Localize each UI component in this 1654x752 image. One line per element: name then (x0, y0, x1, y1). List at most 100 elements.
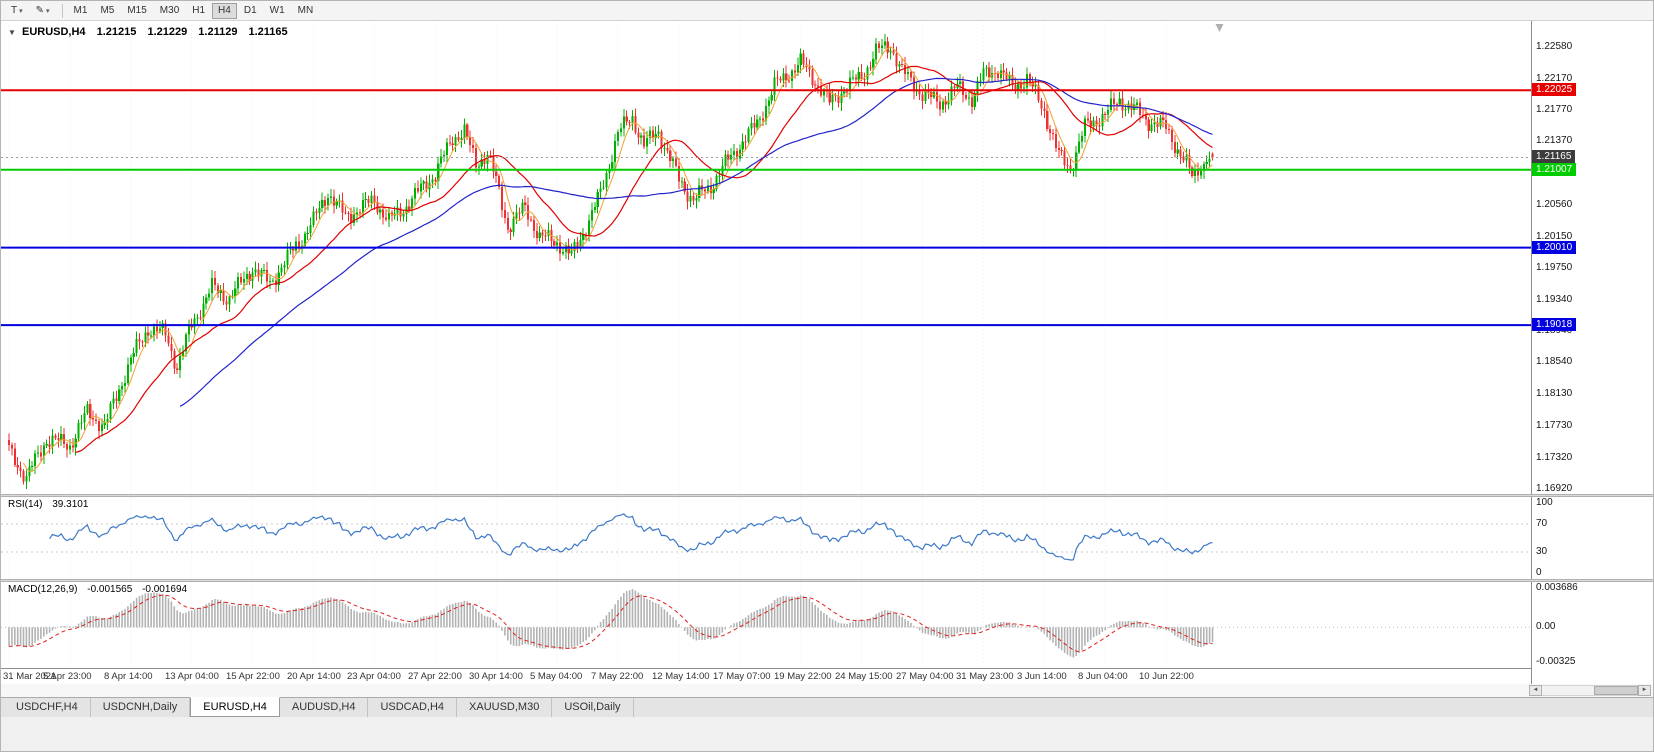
timeframe-button-h4[interactable]: H4 (212, 2, 237, 19)
ma-24-line (75, 65, 1213, 453)
time-axis-label: 3 Jun 14:00 (1017, 671, 1067, 682)
low-value: 1.21129 (198, 26, 238, 38)
price-tick-label: 1.16920 (1536, 483, 1573, 494)
time-axis-label: 27 Apr 22:00 (408, 671, 462, 682)
toolbar: T ▾ ✎ ▾ M1 M5 M15 M30 H1 H4 D1 W1 MN (1, 1, 1653, 21)
text-tool-button[interactable]: T ▾ (5, 3, 29, 19)
panel-resize-handle[interactable] (1, 494, 1653, 497)
timeframe-button-m5[interactable]: M5 (100, 5, 115, 16)
time-axis-label: 24 May 15:00 (835, 671, 893, 682)
resistance-line-red-price-badge: 1.22025 (1532, 83, 1577, 96)
time-axis[interactable]: 31 Mar 2021 5 Apr 23:00 8 Apr 14:00 13 Apr … (1, 668, 1531, 684)
macd-tick-label: 0.003686 (1536, 582, 1578, 593)
price-tick-label: 1.22580 (1536, 41, 1573, 52)
scroll-right-button[interactable]: ► (1638, 685, 1651, 696)
timeframe-button-mn[interactable]: MN (297, 5, 314, 16)
timeframe-buttons: M1 M5 M15 M30 H1 H4 D1 W1 MN (68, 2, 321, 19)
macd-tick-label: -0.00325 (1536, 656, 1576, 667)
bottom-filler (1, 717, 1653, 751)
time-axis-label: 23 Apr 04:00 (347, 671, 401, 682)
macd-canvas[interactable] (1, 582, 1531, 668)
price-tick-label: 1.17730 (1536, 420, 1573, 431)
time-axis-label: 19 May 22:00 (774, 671, 832, 682)
timeframe-button-d1[interactable]: D1 (243, 5, 257, 16)
rsi-tick-label: 0 (1536, 567, 1542, 578)
scrollbar-thumb[interactable] (1594, 686, 1638, 695)
scroll-left-button[interactable]: ◄ (1529, 685, 1542, 696)
price-tick-label: 1.17320 (1536, 452, 1573, 463)
close-value: 1.21165 (248, 26, 288, 38)
rsi-tick-label: 30 (1536, 546, 1548, 557)
toolbar-separator (61, 3, 63, 18)
macd-label: MACD(12,26,9) -0.001565 -0.001694 (8, 584, 187, 595)
time-axis-label: 31 Mar 2021 (3, 671, 57, 682)
timeframe-button-m30[interactable]: M30 (159, 5, 180, 16)
price-tick-label: 1.19750 (1536, 262, 1573, 273)
chart-tab-eurusd[interactable]: EURUSD,H4 (190, 697, 280, 717)
macd-histogram (8, 589, 1214, 658)
symbol-period-label: EURUSD,H4 (21, 26, 86, 38)
rsi-label: RSI(14) 39.3101 (8, 499, 88, 510)
rsi-tick-label: 100 (1536, 497, 1553, 508)
time-axis-label: 15 Apr 22:00 (226, 671, 280, 682)
time-axis-label: 8 Apr 14:00 (104, 671, 153, 682)
time-axis-label: 12 May 14:00 (652, 671, 710, 682)
time-axis-label: 7 May 22:00 (591, 671, 644, 682)
timeframe-button-m1[interactable]: M1 (73, 5, 88, 16)
chart-shift-marker[interactable] (1215, 24, 1224, 32)
timeframe-button-w1[interactable]: W1 (269, 5, 285, 16)
macd-name: MACD(12,26,9) (8, 584, 78, 595)
time-axis-label: 10 Jun 22:00 (1139, 671, 1194, 682)
ma-60-line (179, 77, 1213, 407)
chart-tab-xauusd[interactable]: XAUUSD,M30 (457, 698, 553, 717)
time-axis-label: 8 Jun 04:00 (1078, 671, 1128, 682)
chart-region: ▼ EURUSD,H4 1.21215 1.21229 1.21129 1.21… (1, 21, 1653, 684)
candles-layer (8, 34, 1214, 490)
price-tick-label: 1.19340 (1536, 294, 1573, 305)
high-value: 1.21229 (147, 26, 188, 38)
rsi-tick-label: 70 (1536, 518, 1548, 529)
chevron-down-icon: ▾ (19, 7, 23, 15)
chart-title: ▼ EURUSD,H4 1.21215 1.21229 1.21129 1.21… (8, 26, 288, 38)
chart-tab-audusd[interactable]: AUDUSD,H4 (280, 698, 369, 717)
time-axis-label: 30 Apr 14:00 (469, 671, 523, 682)
price-tick-label: 1.20150 (1536, 231, 1573, 242)
chart-tab-usdchf[interactable]: USDCHF,H4 (4, 698, 91, 717)
price-tick-label: 1.18130 (1536, 388, 1573, 399)
horizontal-scrollbar[interactable]: ◄ ► (1529, 685, 1651, 696)
rsi-canvas[interactable] (1, 497, 1531, 579)
last-price-badge: 1.21165 (1532, 150, 1576, 163)
price-chart-canvas[interactable] (1, 21, 1531, 494)
scrollbar-track[interactable] (1542, 685, 1638, 696)
draw-tool-button[interactable]: ✎ ▾ (30, 3, 56, 19)
panel-resize-handle[interactable] (1, 579, 1653, 582)
time-axis-label: 5 Apr 23:00 (43, 671, 92, 682)
time-axis-label: 5 May 04:00 (530, 671, 583, 682)
price-tick-label: 1.18540 (1536, 356, 1573, 367)
rsi-value: 39.3101 (52, 499, 89, 510)
time-axis-label: 20 Apr 14:00 (287, 671, 341, 682)
macd-main-value: -0.001565 (87, 584, 133, 595)
rsi-name: RSI(14) (8, 499, 43, 510)
timeframe-button-m15[interactable]: M15 (127, 5, 147, 16)
collapse-arrow-icon[interactable]: ▼ (8, 28, 16, 37)
pencil-icon: ✎ (35, 5, 45, 16)
time-axis-label: 31 May 23:00 (956, 671, 1014, 682)
support-line-blue-lower-price-badge: 1.19018 (1532, 318, 1577, 331)
text-tool-label: T (11, 5, 18, 16)
chevron-down-icon: ▾ (46, 7, 50, 15)
chart-tab-bar: USDCHF,H4 USDCNH,Daily EURUSD,H4 AUDUSD,H4 U… (1, 697, 1653, 717)
macd-signal-value: -0.001694 (142, 584, 188, 595)
price-tick-label: 1.22170 (1536, 73, 1573, 84)
chart-tab-usdcad[interactable]: USDCAD,H4 (368, 698, 458, 717)
macd-panel: MACD(12,26,9) -0.001565 -0.001694 (1, 582, 1531, 668)
price-tick-label: 1.21770 (1536, 104, 1573, 115)
rsi-line (49, 513, 1213, 561)
chart-tab-usdcnh[interactable]: USDCNH,Daily (91, 698, 191, 717)
time-axis-label: 13 Apr 04:00 (165, 671, 219, 682)
price-axis[interactable]: 1.22580 1.22170 1.21770 1.21370 1.20560 1.201… (1531, 21, 1653, 684)
timeframe-button-h1[interactable]: H1 (192, 5, 206, 16)
support-line-green-price-badge: 1.21007 (1532, 163, 1577, 176)
chart-tab-usoil[interactable]: USOil,Daily (552, 698, 634, 717)
